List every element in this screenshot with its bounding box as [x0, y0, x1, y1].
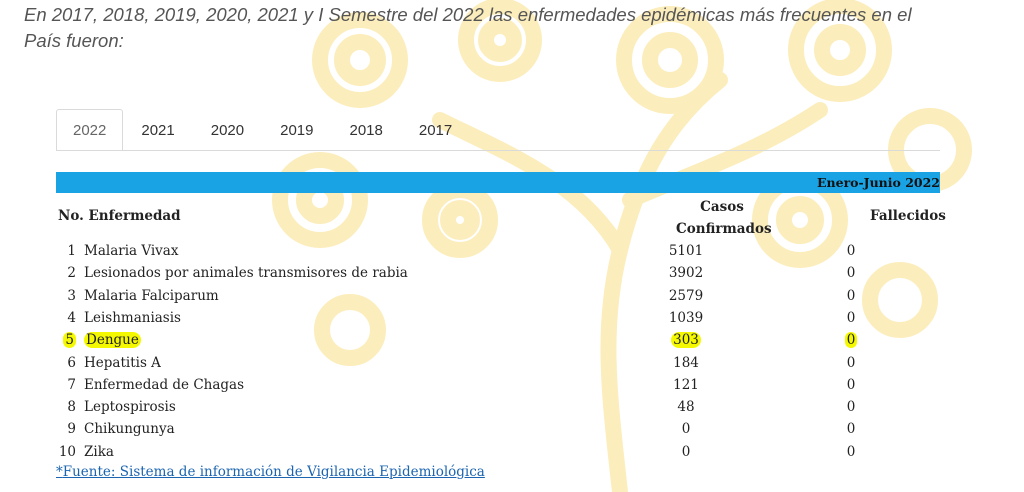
- source-link-text: Fuente: Sistema de información de Vigila…: [62, 464, 485, 480]
- row-deaths: 0: [846, 376, 856, 393]
- row-number: 4: [67, 309, 76, 326]
- row-disease-name: Malaria Vivax: [84, 243, 179, 259]
- header-no-disease: No. Enfermedad: [58, 208, 181, 224]
- tab-2017[interactable]: 2017: [418, 122, 453, 139]
- intro-line-1: En 2017, 2018, 2019, 2020, 2021 y I Seme…: [24, 4, 912, 25]
- row-confirmed-cases: 48: [677, 399, 695, 416]
- table-row: 9 Chikungunya 0 0: [56, 418, 956, 440]
- row-confirmed-cases: 2579: [668, 287, 704, 304]
- row-confirmed-cases: 184: [673, 354, 699, 371]
- row-confirmed-cases: 0: [681, 443, 691, 460]
- row-number: 6: [67, 354, 76, 371]
- highlight-mark: 303: [671, 332, 701, 349]
- row-deaths: 0: [846, 309, 856, 326]
- row-disease-name: Zika: [84, 443, 114, 460]
- intro-line-2: País fueron:: [24, 30, 124, 51]
- year-tabs: 2022 2021 2020 2019 2018 2017: [56, 109, 470, 151]
- row-deaths: 0: [846, 399, 856, 416]
- tab-divider: [56, 150, 940, 151]
- row-disease-name: Chikungunya: [84, 421, 175, 438]
- row-number: 5: [56, 329, 76, 351]
- tab-2022[interactable]: 2022: [56, 109, 124, 151]
- row-number: 7: [67, 376, 76, 393]
- header-cases: Casos Confirmados: [676, 196, 772, 240]
- table-row: 8 Leptospirosis 48 0: [56, 396, 956, 418]
- row-confirmed-cases: 303: [646, 329, 726, 351]
- tab-2019[interactable]: 2019: [280, 122, 314, 139]
- row-confirmed-cases: 0: [681, 421, 691, 438]
- row-deaths: 0: [846, 265, 856, 282]
- tab-2020[interactable]: 2020: [210, 122, 245, 139]
- table-row: 5 Dengue 303 0: [56, 329, 956, 351]
- row-number: 1: [67, 243, 76, 259]
- highlight-mark: Dengue: [84, 332, 141, 349]
- period-label: Enero-Junio 2022: [817, 175, 940, 190]
- row-number: 8: [67, 399, 76, 416]
- row-deaths: 0: [836, 329, 866, 351]
- row-confirmed-cases: 121: [673, 376, 699, 393]
- row-deaths: 0: [846, 287, 856, 304]
- table-row: 3 Malaria Falciparum 2579 0: [56, 285, 956, 307]
- source-link[interactable]: *Fuente: Sistema de información de Vigil…: [56, 464, 485, 480]
- row-number: 10: [58, 443, 76, 460]
- highlight-mark: 5: [63, 332, 76, 349]
- row-disease-name: Dengue: [84, 329, 141, 351]
- row-confirmed-cases: 3902: [668, 265, 704, 282]
- row-disease-name: Malaria Falciparum: [84, 287, 219, 304]
- table-row: 2 Lesionados por animales transmisores de…: [56, 262, 956, 284]
- row-deaths: 0: [846, 421, 856, 438]
- table-row: 4 Leishmaniasis 1039 0: [56, 307, 956, 329]
- row-disease-name: Leishmaniasis: [84, 309, 181, 326]
- table-row: 6 Hepatitis A 184 0: [56, 352, 956, 374]
- row-deaths: 0: [846, 243, 856, 259]
- table-header-bar: [56, 172, 940, 193]
- tab-2018[interactable]: 2018: [349, 122, 383, 139]
- row-disease-name: Leptospirosis: [84, 399, 176, 416]
- row-number: 2: [67, 265, 76, 282]
- source-note: *Fuente: Sistema de información de Vigil…: [56, 464, 485, 480]
- row-disease-name: Lesionados por animales transmisores de …: [84, 265, 408, 282]
- source-prefix: *: [56, 464, 63, 480]
- row-disease-name: Hepatitis A: [84, 354, 161, 371]
- table-row: 10 Zika 0 0: [56, 441, 956, 463]
- tab-2021[interactable]: 2021: [141, 122, 175, 139]
- highlight-mark: 0: [844, 332, 858, 349]
- table-row: 1 Malaria Vivax 5101 0: [56, 240, 956, 262]
- intro-text: En 2017, 2018, 2019, 2020, 2021 y I Seme…: [24, 2, 1004, 54]
- header-cases-line1: Casos: [700, 199, 744, 215]
- table-row: 7 Enfermedad de Chagas 121 0: [56, 374, 956, 396]
- row-confirmed-cases: 1039: [668, 309, 704, 326]
- header-deaths: Fallecidos: [870, 208, 946, 224]
- row-deaths: 0: [846, 443, 856, 460]
- row-number: 3: [67, 287, 76, 304]
- header-cases-line2: Confirmados: [676, 221, 772, 237]
- row-deaths: 0: [846, 354, 856, 371]
- row-confirmed-cases: 5101: [668, 243, 704, 259]
- row-number: 9: [67, 421, 76, 438]
- row-disease-name: Enfermedad de Chagas: [84, 376, 245, 393]
